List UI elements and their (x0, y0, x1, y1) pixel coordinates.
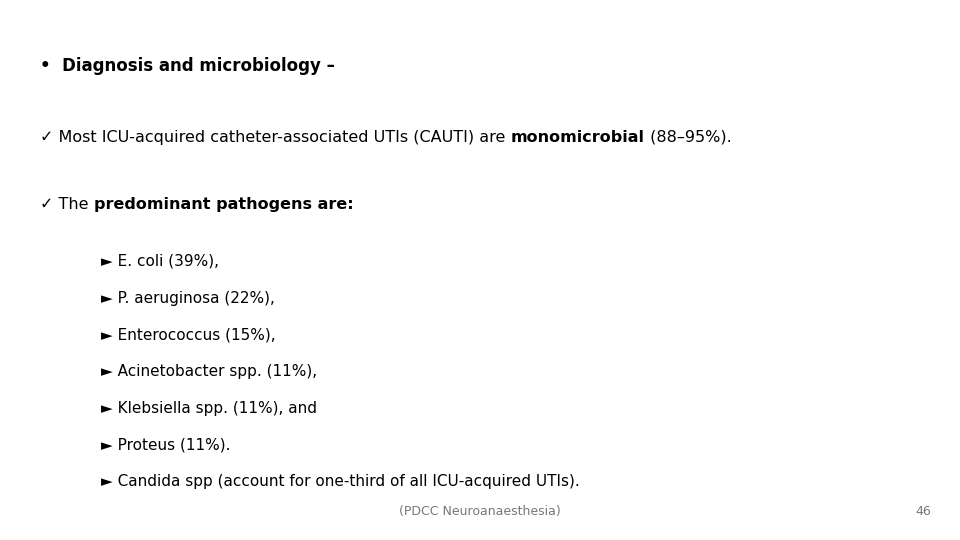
Text: (PDCC Neuroanaesthesia): (PDCC Neuroanaesthesia) (399, 505, 561, 518)
Text: •  Diagnosis and microbiology –: • Diagnosis and microbiology – (40, 57, 335, 75)
Text: predominant pathogens are:: predominant pathogens are: (94, 197, 353, 212)
Text: (88–95%).: (88–95%). (645, 130, 732, 145)
Text: ► E. coli (39%),: ► E. coli (39%), (101, 254, 219, 269)
Text: ► Proteus (11%).: ► Proteus (11%). (101, 437, 230, 453)
Text: 46: 46 (916, 505, 931, 518)
Text: ► P. aeruginosa (22%),: ► P. aeruginosa (22%), (101, 291, 275, 306)
Text: monomicrobial: monomicrobial (511, 130, 645, 145)
Text: ► Candida spp (account for one-third of all ICU-acquired UTIs).: ► Candida spp (account for one-third of … (101, 474, 580, 489)
Text: ✓ Most ICU-acquired catheter-associated UTIs (CAUTI) are: ✓ Most ICU-acquired catheter-associated … (40, 130, 511, 145)
Text: ✓ The: ✓ The (40, 197, 94, 212)
Text: ► Acinetobacter spp. (11%),: ► Acinetobacter spp. (11%), (101, 364, 317, 379)
Text: ► Enterococcus (15%),: ► Enterococcus (15%), (101, 327, 276, 342)
Text: ► Klebsiella spp. (11%), and: ► Klebsiella spp. (11%), and (101, 401, 317, 416)
